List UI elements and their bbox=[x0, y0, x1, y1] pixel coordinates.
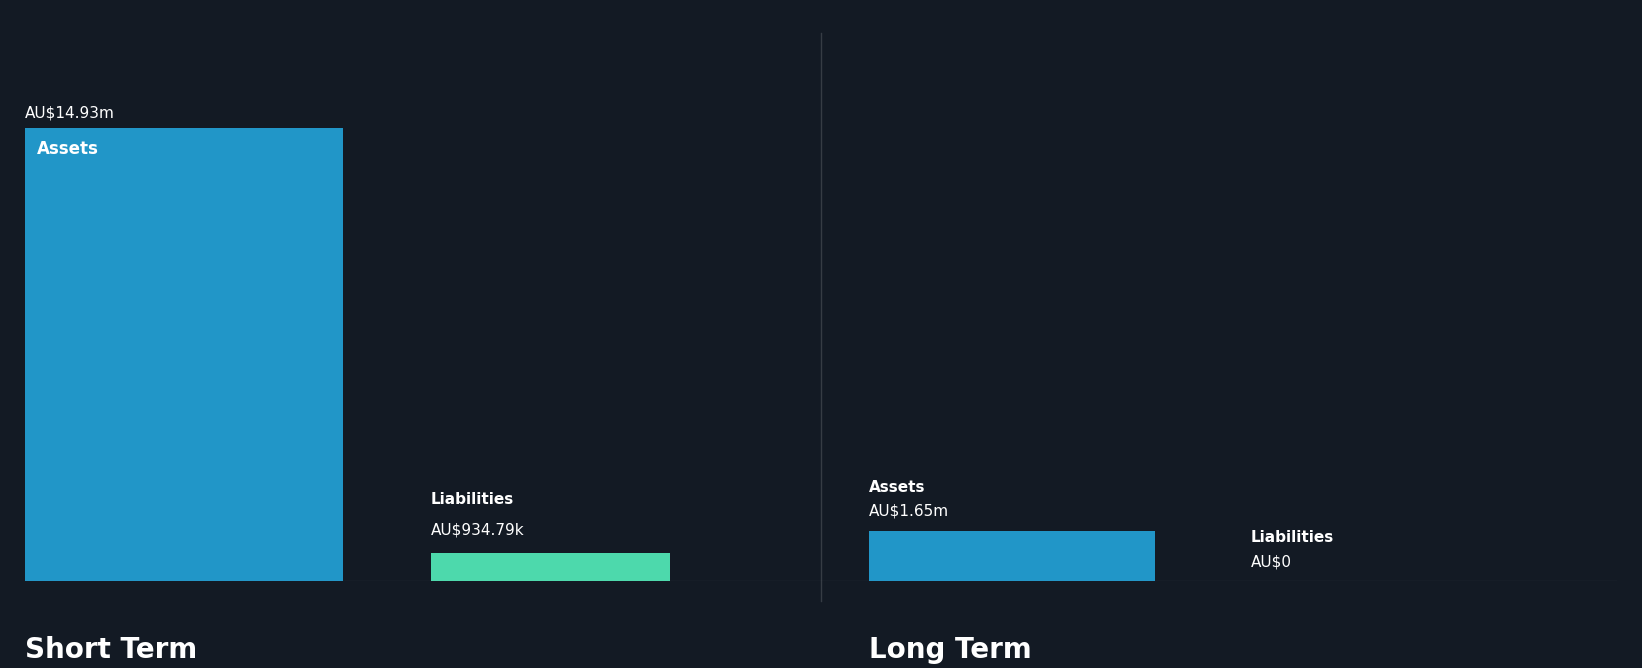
Text: AU$1.65m: AU$1.65m bbox=[869, 504, 949, 519]
Text: Assets: Assets bbox=[38, 140, 99, 158]
Text: AU$14.93m: AU$14.93m bbox=[25, 106, 115, 120]
Bar bbox=[430, 553, 670, 581]
Text: AU$934.79k: AU$934.79k bbox=[430, 522, 524, 538]
Bar bbox=[869, 531, 1156, 581]
Bar bbox=[25, 128, 343, 581]
Text: Liabilities: Liabilities bbox=[1251, 530, 1335, 544]
Text: Short Term: Short Term bbox=[25, 636, 197, 664]
Text: AU$0: AU$0 bbox=[1251, 554, 1292, 569]
Text: Liabilities: Liabilities bbox=[430, 492, 514, 507]
Text: Assets: Assets bbox=[869, 480, 926, 494]
Text: Long Term: Long Term bbox=[869, 636, 1031, 664]
